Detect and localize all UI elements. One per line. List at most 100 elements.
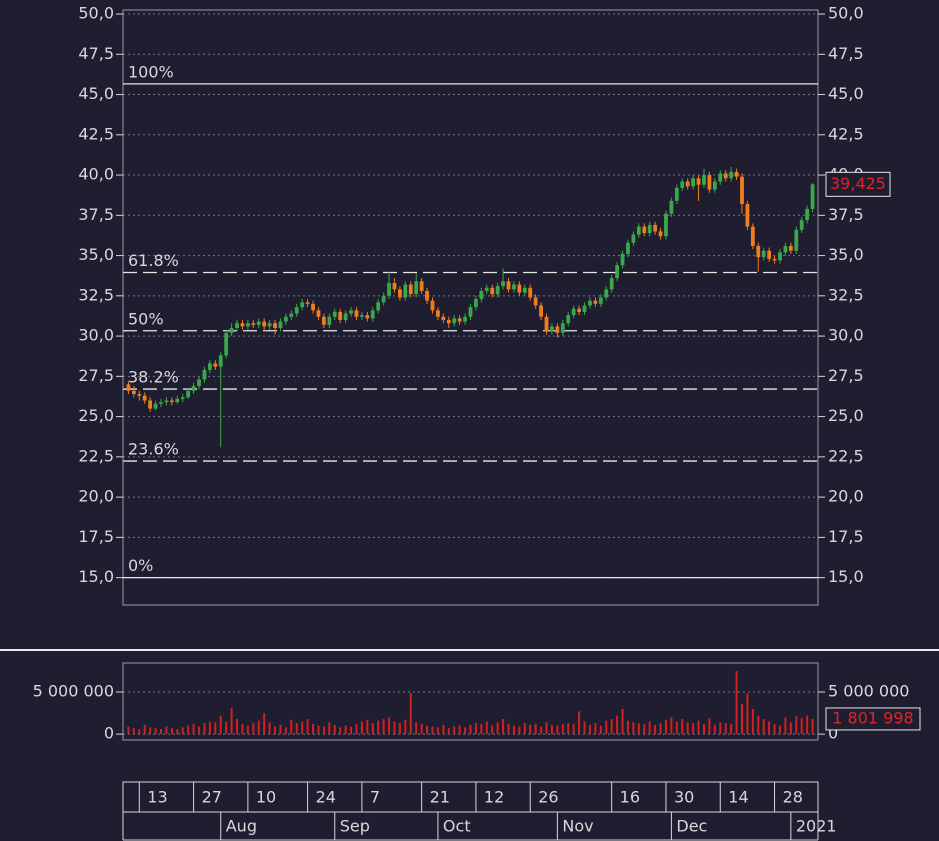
volume-bar (284, 727, 287, 735)
day-tick-label: 16 (620, 788, 640, 807)
volume-bar (393, 721, 396, 735)
month-tick-label: Dec (676, 817, 707, 836)
volume-bar (643, 724, 646, 735)
candle-body (636, 226, 641, 235)
volume-bar (502, 718, 505, 735)
volume-bar (507, 724, 510, 735)
volume-bar (491, 725, 494, 735)
volume-bar (529, 724, 532, 735)
candle-body (262, 321, 267, 327)
y2-tick-label: 22,5 (828, 446, 864, 465)
volume-bar (540, 726, 543, 735)
candle-body (316, 310, 321, 317)
day-tick-label: 13 (147, 788, 167, 807)
candle-body (560, 323, 565, 333)
candle-body (131, 390, 136, 395)
candle-body (197, 379, 201, 387)
candle-body (213, 363, 218, 367)
volume-bar (268, 722, 271, 735)
candle-body (289, 313, 294, 317)
volume-bar (143, 724, 146, 735)
volume-bar (485, 721, 488, 735)
y-tick-label: 15,0 (78, 567, 114, 586)
volume-bar (697, 720, 700, 735)
volume-bar (453, 726, 456, 735)
volume-bar (350, 726, 353, 735)
volume-bar (198, 726, 201, 735)
day-tick-label: 12 (484, 788, 504, 807)
candle-body (495, 286, 500, 295)
candle-body (723, 173, 728, 179)
volume-bar (257, 720, 260, 735)
volume-bar (154, 728, 157, 735)
y2-tick-label: 25,0 (828, 406, 864, 425)
candle-body (251, 323, 256, 325)
candle-body (474, 299, 478, 308)
candle-body (452, 318, 457, 324)
volume-bar (377, 720, 380, 735)
volume-bar (187, 725, 190, 735)
volume-y2-tick-label: 5 000 000 (828, 682, 909, 701)
candle-body (522, 287, 527, 293)
candle-body (180, 397, 185, 399)
candle-body (327, 316, 332, 325)
y-tick-label: 32,5 (78, 285, 114, 304)
candle-body (691, 178, 696, 187)
volume-bar (746, 693, 749, 735)
volume-bar (757, 715, 760, 735)
volume-bar (681, 718, 684, 735)
volume-bar (480, 724, 483, 735)
candle-body (169, 400, 174, 403)
candle-body (712, 181, 717, 190)
candle-body (338, 311, 343, 320)
candle-body (218, 355, 223, 367)
candle-body (626, 242, 630, 254)
candle-body (642, 226, 647, 234)
volume-bar (702, 724, 705, 735)
candle-body (620, 253, 625, 266)
candle-body (300, 302, 305, 308)
candle-body (321, 316, 326, 325)
candle-body (631, 234, 636, 243)
volume-bar (149, 727, 152, 735)
candle-body (550, 326, 554, 332)
candle-body (658, 231, 663, 237)
candle-body (398, 289, 402, 298)
candle-body (126, 384, 131, 391)
candle-body (718, 173, 723, 182)
candle-body (332, 311, 337, 317)
volume-bar (464, 727, 467, 735)
volume-bar (469, 724, 472, 735)
fib-label: 50% (128, 309, 164, 328)
day-tick-label: 10 (256, 788, 276, 807)
candle-body (761, 250, 766, 258)
volume-bar (730, 724, 733, 735)
month-tick-label: Nov (562, 817, 593, 836)
volume-bar (252, 723, 255, 735)
candle-body (794, 229, 799, 251)
candle-body (175, 398, 180, 403)
candle-body (294, 307, 299, 314)
candle-body (539, 305, 543, 317)
month-tick-label: Sep (340, 817, 370, 836)
candle-body (267, 323, 272, 327)
candle-body (148, 400, 153, 409)
y2-tick-label: 15,0 (828, 567, 864, 586)
volume-bar (132, 728, 135, 735)
y-tick-label: 22,5 (78, 446, 114, 465)
candle-body (142, 395, 147, 401)
y-tick-label: 17,5 (78, 527, 114, 546)
candle-body (229, 328, 234, 333)
candle-body (512, 284, 516, 290)
volume-bar (246, 725, 249, 735)
candle-body (734, 171, 739, 177)
day-tick-label: 7 (370, 788, 380, 807)
fib-label: 23.6% (128, 440, 179, 459)
candle-body (360, 315, 364, 317)
volume-bar (127, 726, 130, 735)
volume-bar (328, 722, 331, 735)
day-tick-label: 26 (538, 788, 558, 807)
volume-bar (778, 725, 781, 735)
